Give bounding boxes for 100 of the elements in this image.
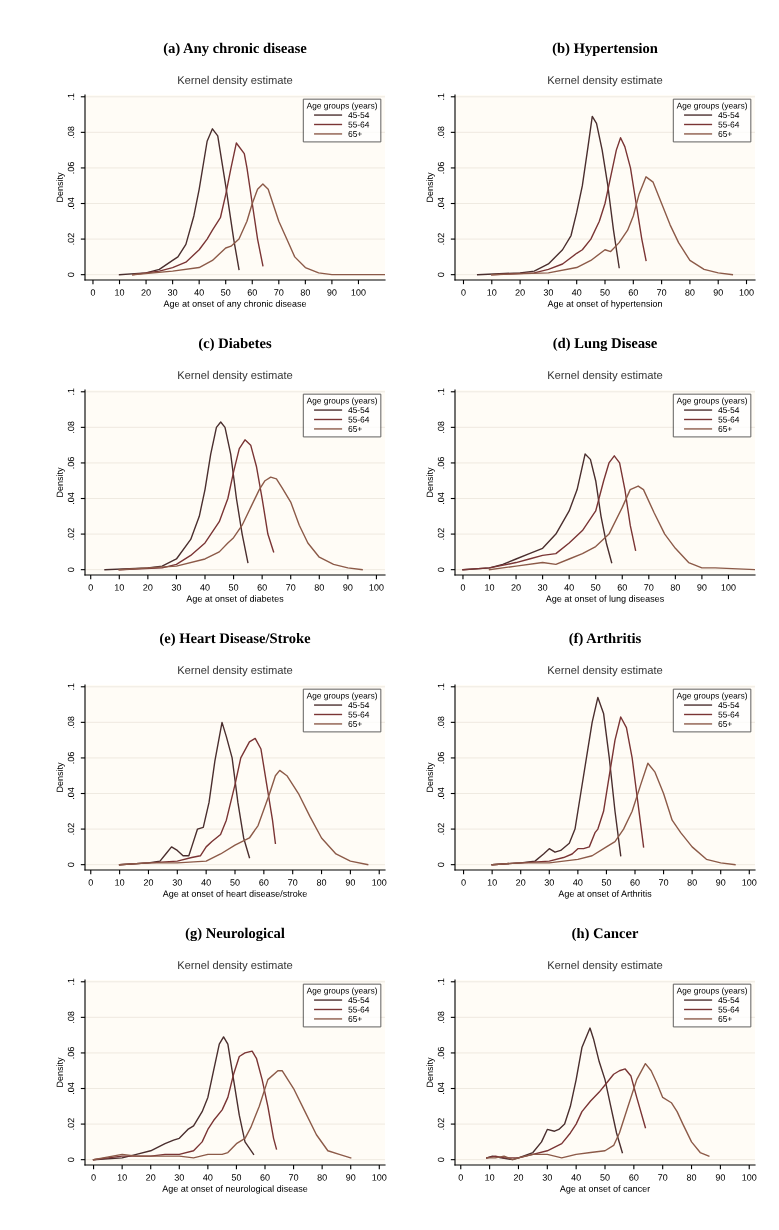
x-tick-label: 80 (685, 289, 695, 296)
chart-subtitle: Kernel density estimate (548, 665, 663, 677)
y-tick-label: .06 (67, 752, 75, 764)
legend-label: 45-54 (348, 702, 370, 709)
y-tick-label: .1 (437, 93, 445, 100)
x-tick-label: 80 (300, 289, 311, 296)
y-tick-label: .1 (67, 93, 75, 100)
y-tick-label: .1 (67, 683, 75, 690)
y-tick-label: .02 (67, 823, 75, 835)
x-tick-label: 100 (742, 1174, 757, 1181)
legend-label: 55-64 (348, 416, 370, 423)
x-tick-label: 30 (543, 289, 554, 296)
y-tick-label: .1 (437, 978, 445, 985)
x-tick-label: 100 (721, 584, 736, 591)
legend-label: 45-54 (348, 997, 370, 1004)
x-tick-label: 40 (201, 879, 211, 886)
x-axis-title: Age at onset of hypertension (547, 300, 662, 309)
legend-label: 55-64 (348, 121, 370, 128)
legend-title: Age groups (years) (676, 692, 747, 701)
chart-subtitle: Kernel density estimate (178, 370, 293, 382)
x-tick-label: 20 (513, 1174, 524, 1181)
chart-title: (e) Heart Disease/Stroke (160, 632, 311, 647)
x-tick-label: 30 (542, 1174, 552, 1181)
y-tick-label: 0 (437, 567, 445, 572)
x-tick-label: 10 (114, 584, 124, 591)
x-tick-label: 50 (600, 1174, 610, 1181)
legend-label: 55-64 (348, 1006, 370, 1013)
x-tick-label: 30 (171, 584, 182, 591)
y-axis-title: Density (56, 172, 65, 202)
x-tick-label: 80 (670, 584, 681, 591)
chart-title: (d) Lung Disease (553, 337, 657, 352)
x-tick-label: 50 (231, 1174, 242, 1181)
x-tick-label: 40 (194, 289, 204, 296)
chart-subtitle: Kernel density estimate (548, 960, 663, 972)
x-axis-title: Age at onset of lung diseases (545, 595, 664, 604)
x-tick-label: 70 (658, 1174, 668, 1181)
y-axis-title: Density (426, 172, 435, 202)
x-tick-label: 30 (167, 289, 178, 296)
x-tick-label: 80 (316, 879, 327, 886)
y-tick-label: .04 (67, 492, 75, 504)
legend-label: 45-54 (718, 112, 740, 119)
legend-label: 65+ (348, 1016, 362, 1022)
y-tick-label: .06 (437, 162, 445, 174)
x-tick-label: 100 (351, 289, 366, 296)
x-axis-title: Age at onset of Arthritis (558, 890, 652, 899)
chart-title: (h) Cancer (572, 927, 639, 942)
x-tick-label: 60 (259, 879, 269, 886)
y-tick-label: .06 (67, 1047, 75, 1059)
x-tick-label: 20 (143, 584, 153, 591)
y-tick-label: .02 (437, 1118, 445, 1130)
y-tick-label: 0 (67, 272, 75, 277)
x-tick-label: 20 (146, 1174, 156, 1181)
x-tick-label: 50 (228, 584, 239, 591)
x-axis-title: Age at onset of diabetes (186, 595, 284, 604)
legend-label: 55-64 (718, 416, 740, 423)
x-tick-label: 90 (715, 1174, 726, 1181)
x-tick-label: 90 (343, 584, 353, 591)
x-tick-label: 70 (288, 879, 298, 886)
chart-subtitle: Kernel density estimate (178, 960, 293, 972)
x-tick-label: 10 (115, 289, 125, 296)
x-tick-label: 70 (289, 1174, 299, 1181)
legend-label: 55-64 (718, 1006, 740, 1013)
legend-label: 45-54 (718, 997, 740, 1004)
x-tick-label: 20 (516, 879, 526, 886)
x-tick-label: 80 (687, 879, 697, 886)
x-tick-label: 60 (630, 879, 640, 886)
y-tick-label: 0 (437, 272, 445, 277)
chart-subtitle: Kernel density estimate (178, 75, 293, 87)
x-tick-label: 60 (260, 1174, 270, 1181)
y-tick-label: .02 (67, 1118, 75, 1130)
x-axis-title: Age at onset of cancer (559, 1185, 651, 1194)
legend-label: 65+ (348, 426, 362, 432)
x-tick-label: 10 (487, 879, 497, 886)
chart-title: (a) Any chronic disease (163, 42, 307, 57)
y-tick-label: .1 (67, 388, 75, 395)
y-tick-label: .02 (67, 233, 75, 245)
x-tick-label: 90 (346, 1174, 356, 1181)
legend-label: 65+ (718, 426, 732, 432)
x-tick-label: 40 (200, 584, 210, 591)
chart-title: (c) Diabetes (198, 337, 272, 352)
y-tick-label: .04 (437, 787, 445, 799)
y-tick-label: .1 (67, 978, 75, 985)
x-tick-label: 100 (742, 879, 757, 886)
y-tick-label: .06 (67, 457, 75, 469)
y-axis-title: Density (56, 1057, 65, 1087)
x-tick-label: 40 (203, 1174, 213, 1181)
x-tick-label: 60 (247, 289, 257, 296)
x-axis-title: Age at onset of heart disease/stroke (162, 890, 307, 899)
legend-label: 55-64 (348, 711, 370, 718)
x-tick-label: 30 (537, 584, 548, 591)
y-tick-label: 0 (437, 862, 445, 867)
y-tick-label: 0 (67, 567, 75, 572)
x-tick-label: 50 (230, 879, 240, 886)
x-tick-label: 80 (314, 584, 324, 591)
x-tick-label: 0 (461, 289, 466, 296)
legend-label: 45-54 (718, 407, 740, 414)
y-tick-label: .08 (437, 126, 445, 138)
legend-label: 55-64 (718, 711, 740, 718)
y-tick-label: .04 (437, 197, 445, 209)
legend-title: Age groups (years) (676, 987, 747, 996)
